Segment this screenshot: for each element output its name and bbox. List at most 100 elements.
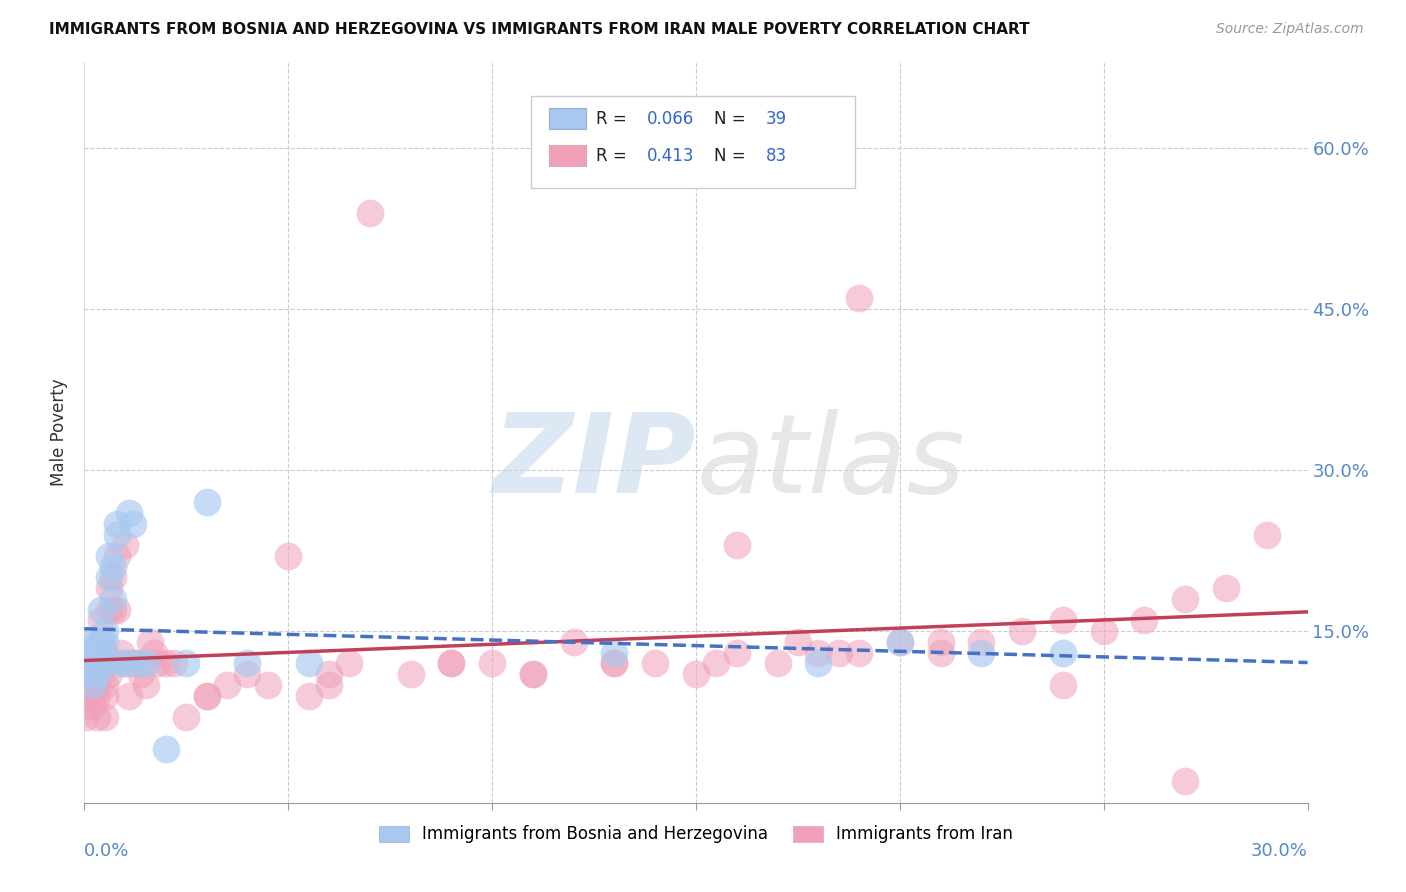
Point [174,710,197,724]
Point [1092,624,1115,639]
Point [90,667,112,681]
Point [1052,646,1074,660]
Point [90,657,112,671]
Point [90,635,112,649]
Point [318,667,340,681]
Point [127,657,149,671]
Point [138,635,160,649]
Point [86,657,108,671]
Point [163,657,186,671]
Point [105,516,128,531]
Point [257,678,280,692]
Point [97,549,120,563]
Point [155,742,177,756]
Point [644,657,666,671]
Point [603,657,626,671]
Point [359,205,381,219]
Point [75,657,97,671]
Point [135,657,157,671]
Point [195,689,218,703]
Point [725,538,748,552]
Point [440,657,463,671]
FancyBboxPatch shape [550,145,586,166]
Point [174,657,197,671]
Point [195,495,218,509]
Point [787,635,810,649]
Point [101,570,124,584]
Point [90,602,112,616]
Point [339,657,361,671]
Point [522,667,544,681]
Point [82,667,104,681]
Point [82,689,104,703]
Point [1133,614,1156,628]
Point [929,646,952,660]
Point [77,699,100,714]
Point [889,635,911,649]
Y-axis label: Male Poverty: Male Poverty [51,379,69,486]
Point [82,699,104,714]
Point [217,678,239,692]
Point [97,667,120,681]
Point [399,667,422,681]
Point [105,602,128,616]
Point [93,678,115,692]
Point [807,657,830,671]
Point [86,635,108,649]
Point [440,657,463,671]
Text: Source: ZipAtlas.com: Source: ZipAtlas.com [1216,22,1364,37]
Point [562,635,585,649]
Point [889,635,911,649]
Point [603,657,626,671]
Point [848,292,870,306]
Point [131,667,153,681]
Point [1052,614,1074,628]
Point [105,549,128,563]
Point [807,646,830,660]
Point [1215,581,1237,595]
Point [298,657,321,671]
Point [75,710,97,724]
Point [101,602,124,616]
Point [481,657,503,671]
Point [82,667,104,681]
Point [77,635,100,649]
Point [97,602,120,616]
Point [298,689,321,703]
Point [110,646,132,660]
Point [603,646,626,660]
Point [77,646,100,660]
Point [1052,678,1074,692]
Point [155,657,177,671]
Point [93,646,115,660]
Point [685,667,707,681]
Point [90,635,112,649]
Point [766,657,789,671]
Text: ZIP: ZIP [492,409,696,516]
Text: N =: N = [714,146,751,165]
Point [86,657,108,671]
Point [706,657,728,671]
Point [118,506,141,520]
Point [1174,774,1197,789]
Point [114,657,136,671]
FancyBboxPatch shape [531,95,855,188]
Point [522,667,544,681]
Point [122,516,145,531]
Point [236,667,259,681]
Point [101,559,124,574]
Point [1174,591,1197,606]
Point [277,549,299,563]
Point [318,678,340,692]
Point [146,657,169,671]
Point [77,678,100,692]
Point [970,635,993,649]
Point [97,581,120,595]
Text: 30.0%: 30.0% [1251,842,1308,860]
Point [86,689,108,703]
Point [114,657,136,671]
Point [828,646,851,660]
Point [118,689,141,703]
Point [93,689,115,703]
Point [725,646,748,660]
